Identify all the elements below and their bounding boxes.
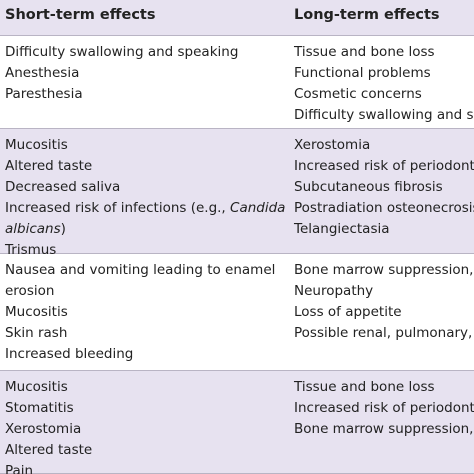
cell-line: albicans) bbox=[5, 219, 285, 240]
cell-line: Increased risk of infections (e.g., Cand… bbox=[5, 198, 285, 219]
text: ) bbox=[60, 221, 66, 237]
cell-line: Mucositis bbox=[5, 379, 68, 395]
table-cell: Tissue and bone loss Increased risk of pe… bbox=[294, 377, 474, 440]
cell-line: Mucositis bbox=[5, 304, 68, 320]
cell-line: Xerostomia bbox=[294, 137, 371, 153]
cell-line: Tissue and bone loss bbox=[294, 379, 435, 395]
cell-line: Cosmetic concerns bbox=[294, 86, 422, 102]
cell-line: Neuropathy bbox=[294, 283, 374, 299]
cell-line: erosion bbox=[5, 283, 55, 299]
cell-line: Telangiectasia bbox=[294, 221, 390, 237]
italic-text: Candida bbox=[230, 200, 286, 216]
table-cell: Mucositis Altered taste Decreased saliva In… bbox=[5, 135, 285, 261]
cell-line: Pain bbox=[5, 463, 34, 474]
table-row: Nausea and vomiting leading to enamel ero… bbox=[0, 254, 474, 371]
cell-line: Nausea and vomiting leading to enamel bbox=[5, 262, 276, 278]
cell-line: Skin rash bbox=[5, 325, 68, 341]
cell-line: Difficulty swallowing and speaking bbox=[5, 44, 239, 60]
table-cell: Xerostomia Increased risk of periodonta Su… bbox=[294, 135, 474, 240]
header-cell: Short-term effects bbox=[5, 7, 156, 23]
cell-line: Altered taste bbox=[5, 158, 93, 174]
cell-line: Xerostomia bbox=[5, 421, 82, 437]
table-cell: Mucositis Stomatitis Xerostomia Altered tas… bbox=[5, 377, 92, 474]
cell-line: Bone marrow suppression, in bbox=[294, 262, 474, 278]
cell-line: Subcutaneous fibrosis bbox=[294, 179, 443, 195]
table-row: Mucositis Stomatitis Xerostomia Altered tas… bbox=[0, 371, 474, 474]
cell-line: Bone marrow suppression, in bbox=[294, 421, 474, 437]
cell-line: Increased risk of periodonta bbox=[294, 158, 474, 174]
table-cell: Difficulty swallowing and speaking Anesth… bbox=[5, 42, 238, 105]
cell-line: Trismus bbox=[5, 242, 57, 258]
cell-line: Mucositis bbox=[5, 137, 68, 153]
cell-line: Possible renal, pulmonary, a bbox=[294, 325, 474, 341]
table-cell: Tissue and bone loss Functional problems C… bbox=[294, 42, 474, 126]
cell-line: Increased risk of periodonta bbox=[294, 400, 474, 416]
header-cell: Long-term effects bbox=[294, 7, 440, 23]
cell-line: Tissue and bone loss bbox=[294, 44, 435, 60]
table-row: Difficulty swallowing and speaking Anesth… bbox=[0, 36, 474, 129]
cell-line: Functional problems bbox=[294, 65, 431, 81]
cell-line: Anesthesia bbox=[5, 65, 80, 81]
italic-text: albicans bbox=[5, 221, 61, 237]
cell-line: Increased bleeding bbox=[5, 346, 134, 362]
header-row: Short-term effects Long-term effects bbox=[0, 0, 474, 36]
cell-line: Loss of appetite bbox=[294, 304, 402, 320]
cell-line: Decreased saliva bbox=[5, 179, 121, 195]
cell-line: Postradiation osteonecrosis bbox=[294, 200, 474, 216]
cell-line: Stomatitis bbox=[5, 400, 74, 416]
text: Increased risk of infections (e.g., bbox=[5, 200, 231, 216]
cell-line: Difficulty swallowing and sp bbox=[294, 107, 474, 123]
table-cell: Bone marrow suppression, in Neuropathy Los… bbox=[294, 260, 474, 344]
cell-line: Paresthesia bbox=[5, 86, 83, 102]
cell-line: Altered taste bbox=[5, 442, 93, 458]
table-cell: Nausea and vomiting leading to enamel ero… bbox=[5, 260, 275, 365]
table-row: Mucositis Altered taste Decreased saliva In… bbox=[0, 129, 474, 258]
